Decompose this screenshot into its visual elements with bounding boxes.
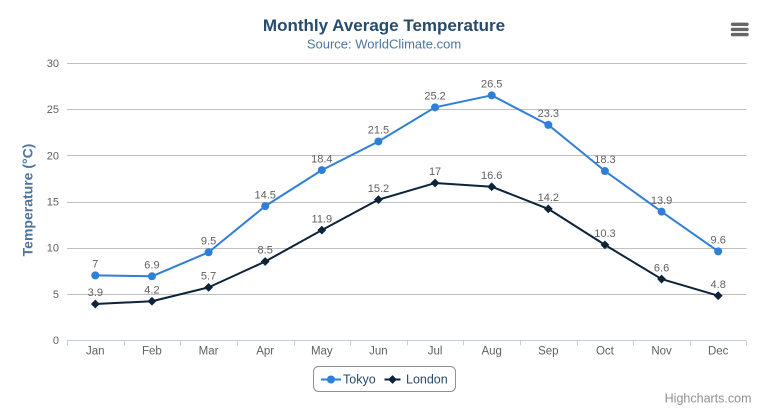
svg-text:11.9: 11.9 bbox=[312, 213, 333, 225]
svg-text:May: May bbox=[311, 345, 333, 357]
svg-text:Nov: Nov bbox=[651, 345, 672, 357]
svg-text:23.3: 23.3 bbox=[538, 108, 559, 120]
svg-text:6.9: 6.9 bbox=[144, 259, 159, 271]
svg-text:18.3: 18.3 bbox=[594, 154, 615, 166]
svg-text:Jun: Jun bbox=[369, 345, 388, 357]
svg-text:Jul: Jul bbox=[428, 345, 443, 357]
svg-text:Jan: Jan bbox=[86, 345, 105, 357]
svg-text:20: 20 bbox=[47, 150, 59, 162]
svg-text:London: London bbox=[406, 373, 448, 387]
svg-text:Mar: Mar bbox=[199, 345, 219, 357]
svg-text:0: 0 bbox=[53, 335, 59, 347]
svg-text:5: 5 bbox=[53, 289, 59, 301]
svg-text:17: 17 bbox=[429, 166, 441, 178]
svg-text:Source: WorldClimate.com: Source: WorldClimate.com bbox=[307, 37, 461, 52]
svg-text:13.9: 13.9 bbox=[651, 195, 672, 207]
svg-text:14.2: 14.2 bbox=[538, 192, 559, 204]
svg-text:8.5: 8.5 bbox=[258, 245, 273, 257]
svg-text:21.5: 21.5 bbox=[368, 125, 389, 137]
svg-text:Monthly Average Temperature: Monthly Average Temperature bbox=[263, 16, 505, 35]
svg-text:9.6: 9.6 bbox=[711, 235, 726, 247]
svg-text:9.5: 9.5 bbox=[201, 235, 216, 247]
svg-text:14.5: 14.5 bbox=[254, 189, 275, 201]
svg-text:Feb: Feb bbox=[142, 345, 162, 357]
svg-text:10: 10 bbox=[47, 243, 59, 255]
svg-text:18.4: 18.4 bbox=[311, 153, 332, 165]
svg-text:4.8: 4.8 bbox=[711, 279, 726, 291]
svg-text:7: 7 bbox=[92, 259, 98, 271]
svg-text:Oct: Oct bbox=[596, 345, 615, 357]
svg-text:Highcharts.com: Highcharts.com bbox=[665, 392, 752, 406]
svg-text:5.7: 5.7 bbox=[201, 271, 216, 283]
svg-text:10.3: 10.3 bbox=[594, 228, 615, 240]
svg-text:Tokyo: Tokyo bbox=[343, 373, 376, 387]
svg-text:15: 15 bbox=[47, 197, 59, 209]
svg-text:4.2: 4.2 bbox=[144, 284, 159, 296]
svg-text:15.2: 15.2 bbox=[368, 183, 389, 195]
svg-text:25: 25 bbox=[47, 104, 59, 116]
svg-text:Dec: Dec bbox=[708, 345, 729, 357]
svg-text:25.2: 25.2 bbox=[424, 91, 445, 103]
svg-text:16.6: 16.6 bbox=[481, 170, 502, 182]
svg-text:6.6: 6.6 bbox=[654, 262, 669, 274]
svg-text:30: 30 bbox=[47, 58, 59, 70]
svg-text:Aug: Aug bbox=[481, 345, 501, 357]
svg-text:3.9: 3.9 bbox=[88, 287, 103, 299]
svg-text:Sep: Sep bbox=[538, 345, 558, 357]
svg-text:26.5: 26.5 bbox=[481, 79, 502, 91]
svg-text:Apr: Apr bbox=[256, 345, 274, 357]
svg-text:Temperature (°C): Temperature (°C) bbox=[20, 144, 36, 257]
